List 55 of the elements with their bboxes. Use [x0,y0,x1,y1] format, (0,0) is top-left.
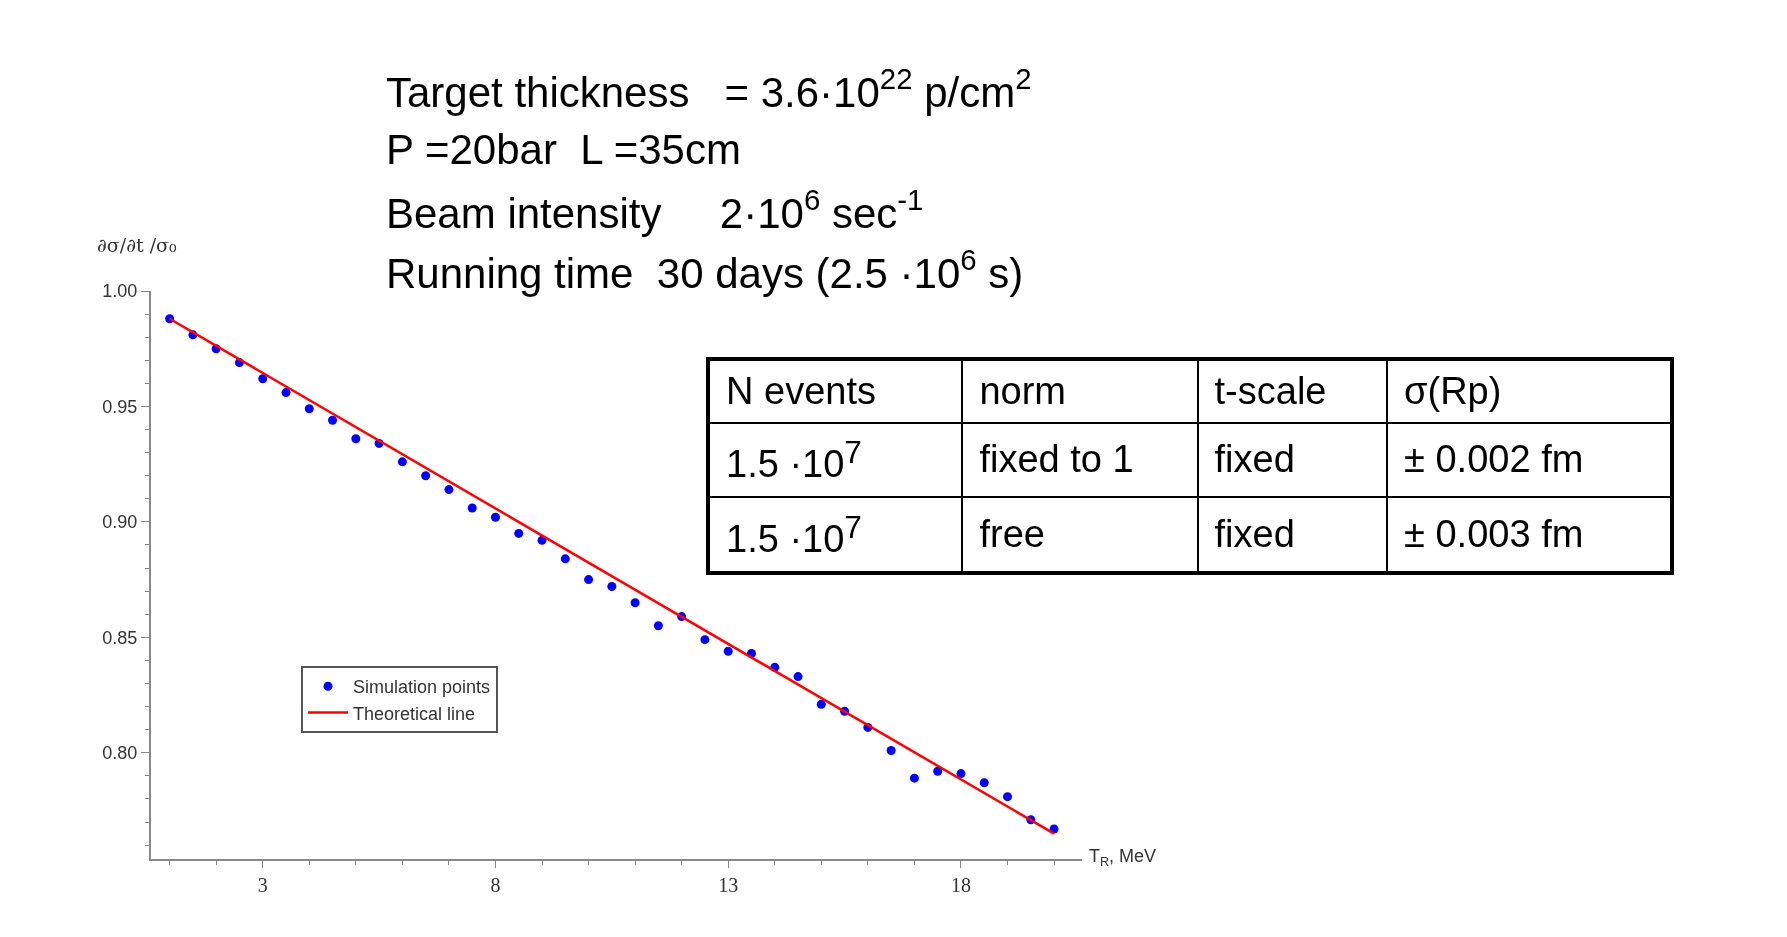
point [514,528,524,538]
point [444,485,454,495]
point [607,582,617,592]
text: fixed [1197,422,1388,498]
annotation: norm [962,359,1198,423]
point [421,471,431,481]
point [723,646,733,656]
point [328,415,338,425]
legend-label: Theoretical line [353,703,476,724]
annotation: fixed to 1 [962,422,1198,498]
y-axis-title: ∂σ/∂t /σ₀ [97,234,178,256]
text: Beam intensity 2·10$^{6}$ sec$^{-1}$ [386,183,924,237]
point [467,503,477,513]
x-tick-label: 3 [257,874,268,896]
y-tick-label: 0.85 [102,627,138,648]
point [630,598,640,608]
y-tick-label: 0.95 [102,396,138,417]
annotation: 1.5 ·10$^{7}$ [708,422,963,498]
y-tick-label: 0.80 [102,743,138,764]
text: P =20bar L =35cm [386,126,741,173]
legend-label: Simulation points [353,677,491,698]
annotation: free [962,497,1198,573]
point [700,635,710,645]
annotation: 1.5 ·10$^{7}$ [708,497,963,573]
text: t-scale [1197,359,1388,423]
y-tick-label: 0.90 [102,512,138,533]
point [816,699,826,709]
point [979,778,989,788]
point [793,672,803,682]
annotation: N events [708,359,963,423]
annotation: Running time 30 days (2.5 ·10$^{6}$ s) [386,243,1024,297]
point [397,457,407,467]
point [886,745,896,755]
text: Target thickness = 3.6·10$^{22}$ p/cm$^{2}$ [386,62,1032,116]
text: σ(Rp) [1387,359,1672,423]
point [909,773,919,783]
point [956,769,966,779]
text: fixed [1197,497,1388,573]
x-axis-title: T$_{R}$, MeV [1089,846,1157,869]
x-tick-label: 18 [950,874,971,896]
point [933,766,943,776]
y-tick-label: 1.00 [102,281,138,302]
point [584,575,594,585]
x-tick-label: 8 [490,874,501,896]
text: ± 0.002 fm [1387,422,1672,498]
point [490,512,500,522]
point [653,621,663,631]
point [1003,792,1013,802]
text: ± 0.003 fm [1387,497,1672,573]
point [560,554,570,564]
point [281,388,291,398]
point [258,374,268,384]
point [351,434,361,444]
x-tick-label: 13 [718,874,739,896]
point [304,404,314,414]
